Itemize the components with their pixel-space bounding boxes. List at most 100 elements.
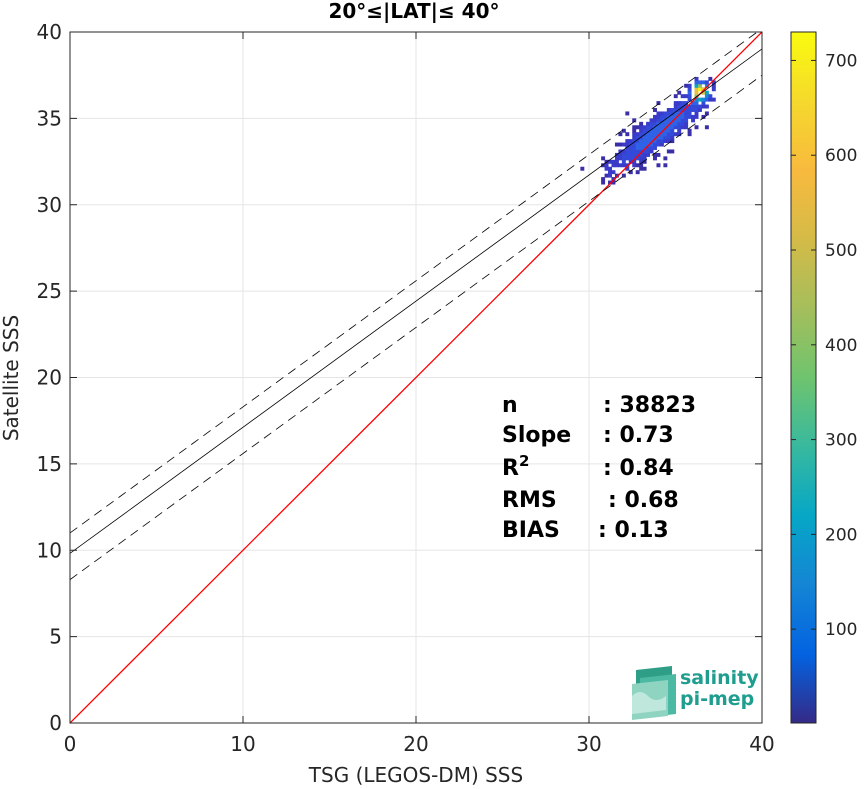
density-cell: [632, 163, 637, 168]
density-cell: [614, 142, 619, 147]
density-cell: [704, 90, 709, 95]
density-cell: [639, 149, 644, 154]
density-cell: [635, 163, 640, 168]
density-cell: [625, 163, 630, 168]
density-cell: [656, 135, 661, 140]
density-cell: [673, 114, 678, 119]
density-cell: [670, 111, 675, 116]
density-cell: [708, 97, 713, 102]
density-cell: [604, 166, 609, 171]
colorbar-tick-label: 500: [825, 241, 857, 261]
density-cell: [691, 108, 696, 112]
density-cell: [666, 128, 671, 133]
density-cell: [632, 146, 637, 150]
density-cell: [684, 108, 689, 112]
density-cell: [649, 142, 654, 147]
density-cell: [649, 125, 654, 130]
stat-label: RMS: [502, 488, 557, 513]
density-cell: [649, 146, 654, 150]
density-cell: [673, 118, 678, 123]
density-cell: [653, 118, 657, 123]
y-tick-label: 20: [37, 366, 62, 390]
density-cell: [639, 125, 644, 130]
density-cell: [656, 132, 661, 137]
density-cell: [684, 114, 689, 119]
density-cell: [639, 139, 644, 144]
density-cell: [697, 83, 702, 88]
density-cell: [618, 163, 623, 168]
x-tick-label: 20: [403, 732, 428, 756]
density-cell: [625, 149, 630, 154]
density-cell: [656, 114, 661, 119]
density-cell: [677, 90, 682, 95]
density-cell: [656, 142, 661, 147]
density-cell: [677, 128, 682, 133]
density-cell: [653, 128, 657, 133]
density-cell: [670, 125, 675, 130]
colorbar-tick-label: 100: [825, 620, 857, 640]
density-cell: [687, 132, 692, 137]
density-cell: [642, 166, 647, 171]
density-cell: [614, 156, 619, 161]
density-cell: [663, 139, 668, 144]
density-cell: [614, 173, 619, 178]
density-cell: [687, 104, 692, 109]
density-cell: [687, 87, 692, 92]
density-cell: [656, 111, 661, 116]
logo-text-pi-mep: pi-mep: [680, 688, 754, 710]
density-cell: [694, 104, 699, 109]
density-cell: [642, 135, 647, 140]
density-cell: [694, 101, 699, 106]
density-cell: [625, 166, 630, 171]
density-cell: [621, 142, 626, 147]
density-cell: [666, 139, 671, 144]
density-cell: [656, 121, 661, 126]
density-cell: [635, 125, 640, 130]
density-cell: [635, 132, 640, 137]
density-cell: [659, 121, 664, 126]
density-cell: [653, 135, 657, 140]
density-cell: [646, 142, 651, 147]
density-cell: [628, 156, 633, 161]
density-cell: [673, 94, 678, 99]
y-tick-label: 30: [37, 193, 62, 217]
density-cell: [614, 159, 619, 164]
density-cell: [653, 132, 657, 137]
density-cell: [642, 146, 647, 150]
density-cell: [601, 180, 606, 185]
density-cell: [704, 125, 709, 130]
density-cell: [687, 94, 692, 99]
colorbar-tick-label: 300: [825, 431, 857, 451]
density-cell: [639, 135, 644, 140]
density-cell: [659, 135, 664, 140]
density-cell: [663, 156, 668, 161]
density-cell: [680, 111, 685, 116]
density-cell: [670, 132, 675, 137]
density-cell: [653, 121, 657, 126]
density-cell: [691, 104, 696, 109]
density-cell: [635, 149, 640, 154]
density-cell: [632, 159, 637, 164]
fit-line: [70, 48, 762, 554]
density-cell: [711, 80, 716, 85]
density-cell: [663, 128, 668, 133]
stat-value: : 0.84: [603, 456, 674, 481]
density-cell: [697, 108, 702, 112]
density-cell: [632, 125, 637, 130]
density-cell: [656, 139, 661, 144]
density-cell: [687, 111, 692, 116]
density-cell: [666, 118, 671, 123]
density-cell: [649, 121, 654, 126]
density-cell: [608, 180, 612, 185]
density-cell: [621, 173, 626, 178]
density-cell: [625, 146, 630, 150]
density-cell: [659, 111, 664, 116]
density-cell: [670, 128, 675, 133]
density-cell: [711, 83, 716, 88]
density-cell: [649, 118, 654, 123]
colorbar-tick-label: 600: [825, 146, 857, 166]
y-tick-label: 25: [37, 279, 62, 303]
density-cell: [684, 111, 689, 116]
density-cell: [694, 114, 699, 119]
